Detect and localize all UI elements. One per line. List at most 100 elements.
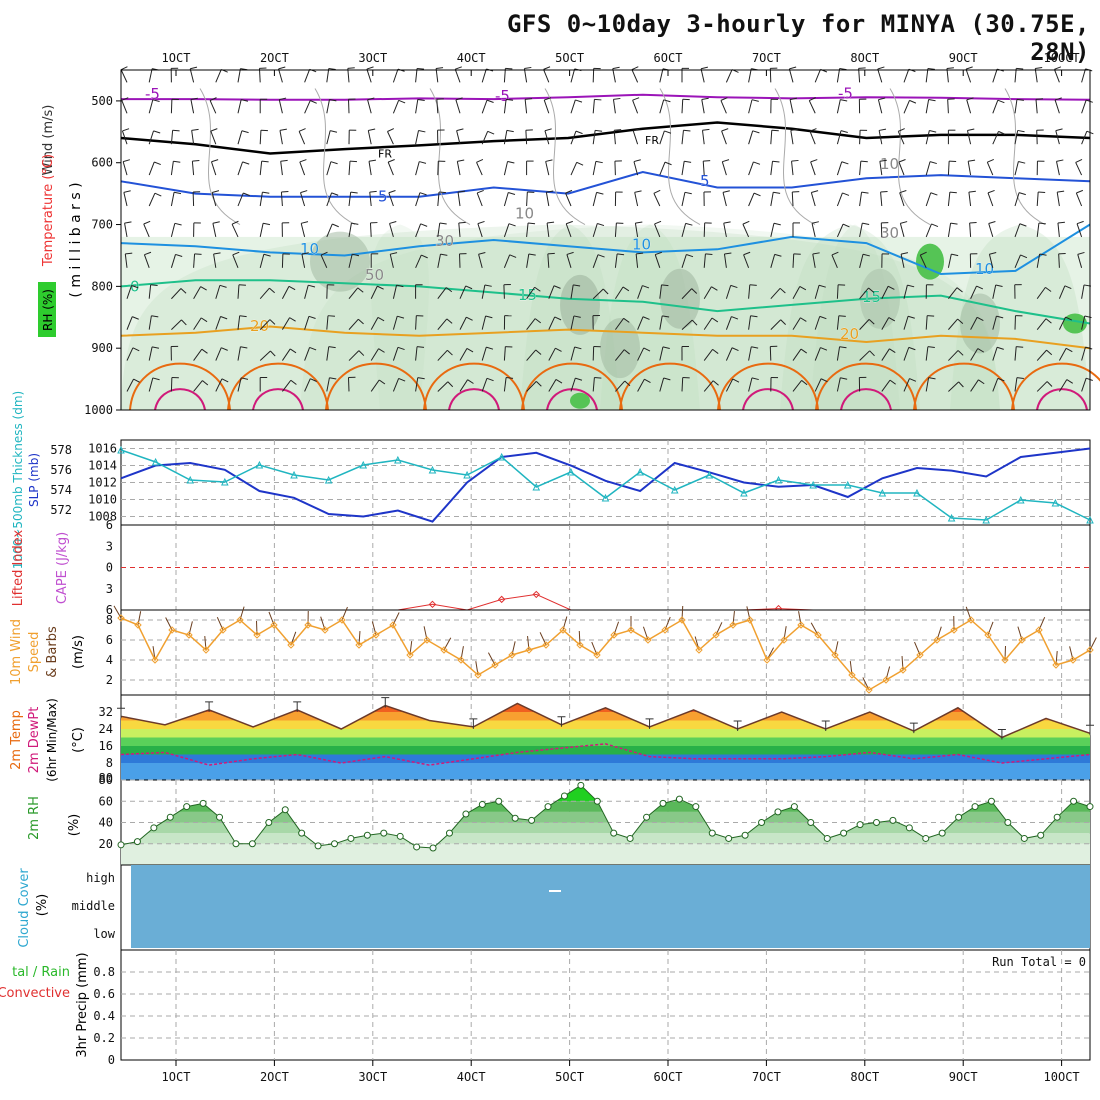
- wind-barb-flag: [749, 284, 757, 286]
- label-2m-temp: 2m Temp: [9, 710, 24, 770]
- cloud-gap: [549, 890, 561, 892]
- wind-barb-flag: [968, 190, 976, 193]
- contour-label--5: -5: [145, 85, 160, 103]
- wind-barb-flag: [528, 253, 536, 256]
- wind-barb: [304, 69, 311, 83]
- wind-barb: [215, 69, 222, 83]
- wind-barb: [814, 347, 821, 361]
- wind-barb: [659, 377, 665, 392]
- wind-barb-flag: [445, 287, 453, 293]
- wind-barb: [748, 346, 752, 361]
- wind-barb-flag: [388, 190, 396, 194]
- wind-barb: [947, 254, 952, 268]
- contour-label-15: 15: [862, 288, 881, 306]
- rh2m-tick-label: 80: [99, 773, 113, 787]
- wind-barb-flag: [612, 66, 620, 70]
- contour-label--5: -5: [838, 84, 853, 102]
- temp-band: [121, 763, 1090, 780]
- wind-barb: [637, 285, 643, 299]
- wind-barb: [987, 192, 994, 207]
- slp-tick-label: 1012: [88, 476, 117, 490]
- rh2m-marker: [478, 800, 486, 808]
- wind-barb: [570, 68, 576, 83]
- wind-barb: [970, 285, 977, 299]
- wind-barb: [925, 377, 930, 392]
- wind-barb: [970, 379, 979, 392]
- precip-panel-frame: [120, 949, 1091, 1061]
- li-marker: [428, 600, 437, 609]
- wind-barb-flag: [506, 377, 514, 379]
- wind10-marker: [882, 676, 890, 684]
- wind-barb-flag: [368, 128, 376, 131]
- thickness-marker: [151, 457, 160, 466]
- precip-tick-label: 0.6: [93, 987, 115, 1001]
- wind-barb-flag: [731, 316, 739, 320]
- wind-barb: [348, 318, 359, 330]
- slp-thickness-panel: 1008 1010 1012 1014 1016 572 574 576 578: [50, 439, 1094, 526]
- wind-barb-flag: [868, 319, 875, 325]
- precip-tick-label: 0.2: [93, 1031, 115, 1045]
- wind-barb-flag: [458, 221, 466, 224]
- wind-barb: [370, 285, 378, 299]
- wind-barb-flag: [200, 317, 208, 323]
- wind-barb: [1036, 253, 1041, 268]
- wind-barb: [212, 223, 217, 238]
- label-thickness: 1000~500mb Thickness (dm): [11, 391, 25, 569]
- wind-barb-flag: [663, 99, 671, 103]
- wind-barb: [456, 161, 461, 176]
- contour-label-10: 10: [515, 204, 534, 222]
- wind-barb: [702, 161, 705, 176]
- temp-panel: 8 16 24 32 80: [99, 694, 1094, 785]
- wind-barb: [259, 254, 265, 268]
- wind-barb-flag: [780, 319, 786, 326]
- wind-barb-flag: [595, 160, 603, 164]
- wind-barb: [788, 68, 794, 83]
- wind-barb-flag: [397, 315, 405, 319]
- wind-barb: [791, 191, 794, 207]
- wind-barb-flag: [711, 317, 719, 323]
- wind-barb-flag: [151, 315, 159, 318]
- isotherm-30-bump: [840, 388, 892, 411]
- contour-label-5: 5: [378, 188, 388, 206]
- chart-title: GFS 0~10day 3-hourly for MINYA (30.75E, …: [506, 10, 1090, 66]
- thickness-marker: [1016, 495, 1025, 504]
- contour-label-FR: FR: [378, 147, 392, 160]
- wind-barb: [948, 350, 959, 361]
- wind-barb-flag: [635, 221, 643, 224]
- wind-barb-flag: [861, 191, 869, 194]
- wind-barb: [748, 377, 753, 392]
- wind-barb: [209, 100, 217, 114]
- wind-barb-flag: [331, 192, 339, 196]
- wind-barb: [544, 130, 550, 145]
- wind-barb-flag: [1075, 158, 1083, 163]
- thickness-marker: [497, 452, 506, 461]
- wind-barb: [946, 68, 949, 83]
- wind-barb-flag: [241, 377, 249, 380]
- rh2m-marker: [495, 797, 503, 805]
- upper-air-frame: [120, 69, 1091, 411]
- wind-barb: [769, 346, 772, 361]
- wind-barb: [148, 284, 152, 299]
- wind-barb: [320, 254, 328, 269]
- wind-barb-flag: [417, 377, 425, 380]
- wind-barb-flag: [352, 253, 360, 257]
- wind-barb-flag: [575, 130, 583, 135]
- contour-label-10: 10: [632, 235, 651, 253]
- wind-barb: [969, 222, 972, 237]
- wind-barb: [122, 161, 128, 176]
- wind-barb-flag: [968, 159, 976, 162]
- x-tick-label-top: 3OCT: [358, 51, 387, 65]
- wind-barb: [881, 379, 891, 392]
- wind-barb: [326, 192, 333, 207]
- wind-barb: [215, 316, 222, 330]
- wind-barb: [548, 347, 556, 361]
- wind-barb: [543, 99, 550, 114]
- wind-barb: [347, 377, 350, 392]
- rh2m-marker: [889, 816, 897, 824]
- wind-barb: [304, 378, 311, 392]
- wind-barb-flag: [791, 159, 799, 162]
- wind-barb-flag: [1055, 128, 1063, 132]
- wind-barb: [367, 99, 372, 114]
- wind-barb-flag: [951, 253, 959, 257]
- wind-barb-flag: [457, 190, 466, 193]
